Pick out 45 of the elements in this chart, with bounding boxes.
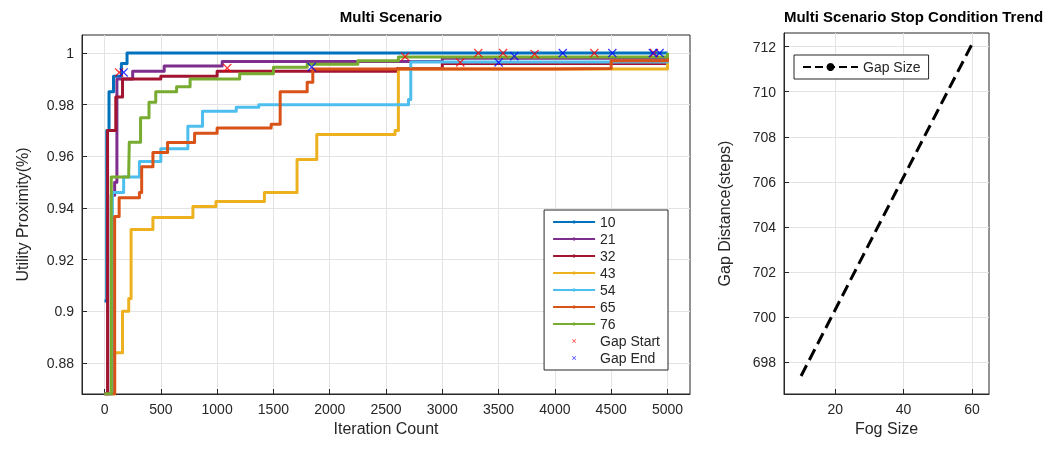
x-tick-label: 40 (895, 401, 912, 417)
y-tick-label: 704 (752, 219, 777, 236)
y-tick-label: 710 (752, 83, 777, 100)
x-tick-label: 60 (964, 401, 980, 417)
legend-label: 54 (600, 282, 616, 298)
y-tick-label: 706 (752, 173, 777, 190)
x-tick-label: 1000 (201, 401, 233, 417)
legend-label: Gap Size (863, 59, 921, 75)
legend-label: Gap End (600, 350, 656, 366)
legend-label: Gap Start (600, 333, 661, 349)
x-axis-title: Iteration Count (333, 420, 440, 438)
legend-label: 65 (600, 299, 616, 315)
y-tick-label: 702 (752, 264, 777, 281)
y-tick-label: 700 (752, 309, 777, 326)
x-tick-label: 500 (149, 401, 173, 417)
x-tick-label: 2000 (314, 401, 346, 417)
y-tick-label: 0.98 (46, 96, 75, 113)
y-tick-label: 712 (752, 38, 777, 55)
y-axis-title: Gap Distance(steps) (715, 140, 733, 287)
y-tick-label: 0.9 (54, 303, 75, 320)
x-tick-label: 3500 (483, 401, 515, 417)
x-tick-label: 1500 (257, 401, 290, 417)
legend-label: 76 (600, 316, 616, 332)
x-tick-label: 20 (827, 401, 844, 417)
x-tick-label: 2500 (370, 401, 402, 417)
x-axis-title: Fog Size (854, 420, 919, 438)
x-tick-label: 5000 (651, 401, 684, 417)
chart-title: Multi Scenario (339, 8, 443, 25)
x-tick-label: 3000 (426, 401, 459, 417)
y-tick-label: 698 (752, 354, 777, 371)
y-tick-label: 708 (752, 128, 777, 145)
y-tick-label: 0.94 (46, 200, 75, 217)
y-tick-label: 0.88 (46, 355, 75, 372)
legend-label: 21 (600, 231, 616, 247)
y-tick-label: 0.92 (46, 251, 75, 268)
y-tick-label: 0.96 (46, 148, 75, 165)
x-tick-label: 4500 (595, 401, 627, 417)
y-tick-label: 1 (66, 45, 75, 62)
legend-label: 43 (600, 265, 616, 281)
chart-title: Multi Scenario Stop Condition Trend (783, 8, 1044, 25)
legend-label: 10 (600, 214, 616, 230)
x-tick-label: 0 (100, 401, 109, 417)
y-axis-title: Utility Proximity(%) (13, 147, 31, 282)
x-tick-label: 4000 (539, 401, 571, 417)
legend-label: 32 (600, 248, 616, 264)
